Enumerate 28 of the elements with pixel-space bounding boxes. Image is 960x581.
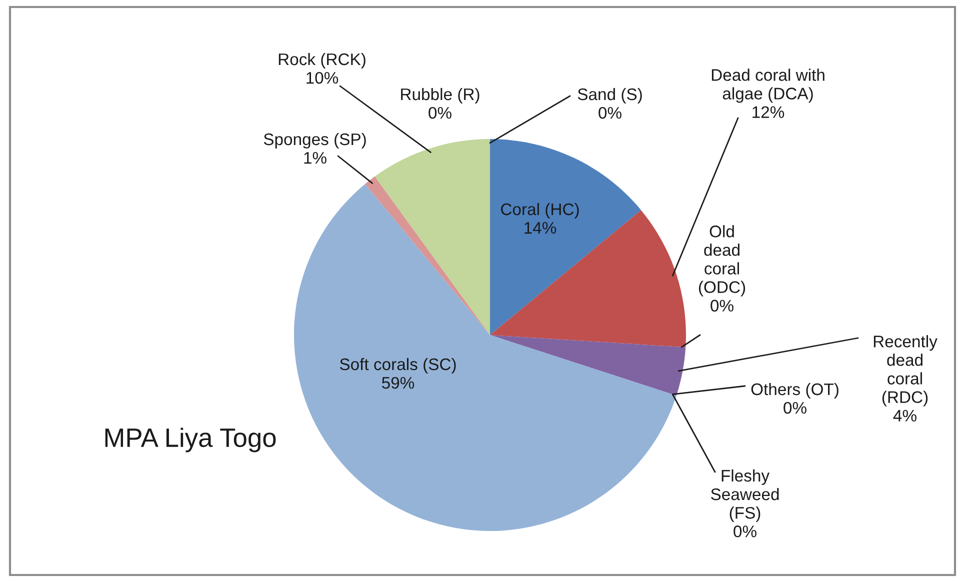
slice-label: Rock (RCK) xyxy=(278,52,366,68)
slice-label: Dead coral with algae (DCA) xyxy=(712,68,824,103)
pie-slice xyxy=(374,139,490,335)
text: 0% xyxy=(784,402,806,414)
slice-label: Soft corals (SC) xyxy=(340,358,456,374)
pie-slice xyxy=(490,139,642,335)
category-label: Rubble (R) xyxy=(401,88,480,104)
pie-slice xyxy=(490,335,686,396)
slice-label: Recently dead coral (RDC) xyxy=(874,335,938,406)
data-label: 10% xyxy=(306,72,338,84)
pie-slice xyxy=(294,184,676,531)
category-label: Old dead coral (ODC) xyxy=(698,225,746,296)
pie-slice xyxy=(365,176,490,335)
text: 0% xyxy=(598,106,622,119)
slice-label: Sponges (SP) xyxy=(264,132,366,148)
text: 0% xyxy=(734,526,756,538)
text: MPA Liya Togo xyxy=(105,428,276,452)
text: 0% xyxy=(428,106,452,119)
category-label: Fleshy Seaweed (FS) xyxy=(711,469,779,522)
text: 0% xyxy=(710,300,734,312)
legend-label: Others (OT) xyxy=(751,382,838,398)
slice-label: Coral (HC) xyxy=(501,202,579,218)
category-label: Sand (S) xyxy=(578,88,642,104)
data-label: 1% xyxy=(304,152,326,164)
data-label: 4% xyxy=(893,410,916,422)
data-label: 12% xyxy=(752,106,784,118)
data-label: 14% xyxy=(524,222,556,234)
data-label: 59% xyxy=(382,376,414,389)
